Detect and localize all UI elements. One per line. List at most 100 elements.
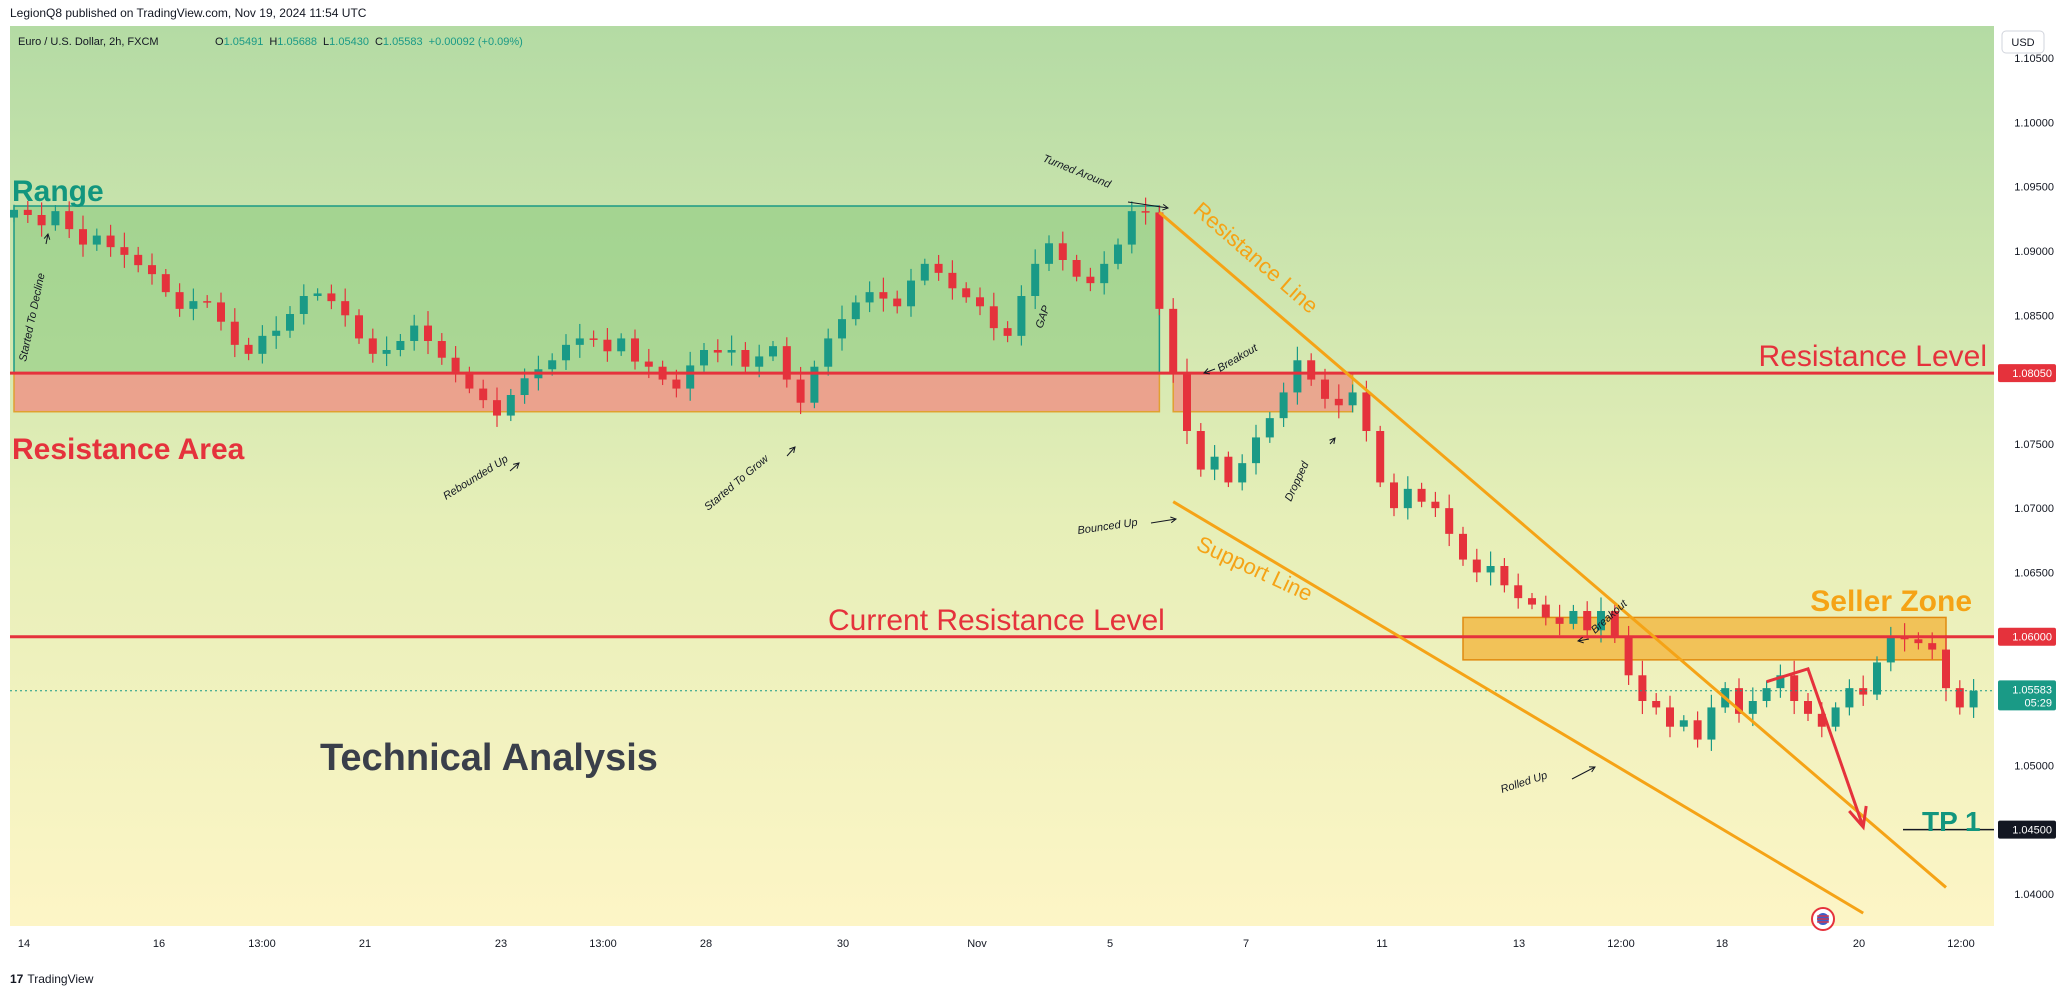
breakout-1-note-arrowhead	[1203, 368, 1211, 375]
candle-body	[1017, 296, 1026, 336]
candle-body	[672, 379, 681, 389]
candle-body	[1514, 585, 1523, 599]
candle-body	[1790, 675, 1799, 701]
candle-body	[1252, 437, 1260, 464]
candle-body	[341, 301, 350, 316]
candle-body	[1969, 690, 1978, 708]
candle-body	[23, 209, 32, 215]
candle-body	[203, 301, 212, 303]
time-tick-label: 21	[359, 938, 371, 950]
started-to-grow-note-arrow	[786, 446, 796, 457]
candle-body	[1362, 392, 1371, 431]
resistance-area-label: Resistance Area	[12, 433, 245, 466]
candle-body	[1403, 488, 1412, 509]
price-tick-label: 1.09000	[2014, 246, 2054, 258]
time-tick-label: 23	[495, 938, 507, 950]
candle-body	[962, 288, 971, 298]
candle-body	[1376, 431, 1385, 483]
tradingview-brand: TradingView	[27, 972, 94, 986]
candle-body	[1942, 649, 1950, 689]
price-tick-label: 1.07500	[2014, 439, 2054, 451]
tradingview-footer[interactable]: 17 TradingView	[10, 968, 93, 990]
candle-body	[879, 292, 888, 299]
candle-body	[1472, 559, 1481, 573]
candle-body	[1348, 392, 1357, 406]
price-tag-value: 1.08050	[2012, 368, 2052, 380]
price-tag-value: 1.06000	[2012, 632, 2052, 644]
time-tick-label: Nov	[967, 938, 987, 950]
candle-body	[1955, 688, 1964, 708]
candle-body	[1776, 675, 1785, 689]
price-tick-label: 1.05000	[2014, 760, 2054, 772]
candle-body	[327, 293, 336, 302]
price-axis[interactable]: 1.10500 1.10000 1.09500 1.09000 1.08500 1.075…	[1998, 53, 2056, 901]
candle-body	[727, 350, 736, 353]
low-value: 1.05430	[329, 36, 369, 48]
candle-body	[1914, 639, 1923, 644]
candle-body	[1031, 263, 1040, 296]
bounced-up-note-arrow	[1150, 518, 1177, 524]
currency-button[interactable]: USD	[2001, 30, 2045, 54]
time-axis[interactable]: 14 16 13:00 21 23 13:00 28 30 Nov 5 7 11 13 12:00 18 20…	[18, 938, 1975, 950]
time-tick-label: 28	[700, 938, 712, 950]
seller-zone-box	[1462, 616, 1947, 661]
candle-body	[134, 254, 143, 266]
candle-body	[1735, 688, 1743, 714]
support-trendline	[1172, 500, 1864, 915]
price-chart[interactable]: Range Resistance Area Resistance Level Curr…	[10, 26, 2059, 966]
price-tick-label: 1.10000	[2014, 117, 2054, 129]
candle-body	[1072, 260, 1081, 277]
candle-body	[1003, 328, 1012, 336]
candle-body	[976, 297, 984, 307]
price-tag-box	[1998, 627, 2056, 646]
started-to-grow-note-arrowhead	[789, 446, 796, 453]
price-tick-label: 1.10500	[2014, 53, 2054, 65]
candle-body	[1390, 482, 1398, 509]
candle-body	[230, 321, 239, 345]
candle-body	[1541, 604, 1550, 618]
candle-body	[713, 350, 722, 353]
candle-body	[1707, 707, 1716, 740]
candle-body	[368, 338, 377, 354]
candle-body	[1859, 688, 1868, 695]
candle-body	[437, 341, 446, 358]
candle-body	[1528, 598, 1536, 605]
candle-body	[520, 378, 529, 395]
price-tick-label: 1.04000	[2014, 889, 2054, 901]
tp1-label: TP 1	[1922, 806, 1981, 837]
candle-body	[575, 338, 584, 345]
breakout-1-note-arrow	[1203, 368, 1216, 374]
open-label: O	[215, 36, 224, 48]
candle-body	[1321, 379, 1329, 399]
rebounded-up-note-arrowhead	[513, 462, 520, 469]
candle-body	[451, 357, 460, 372]
candle-body	[79, 229, 87, 245]
time-tick-label: 13:00	[589, 938, 617, 950]
candle-body	[92, 235, 101, 245]
candle-body	[1334, 398, 1343, 406]
symbol-name: Euro / U.S. Dollar, 2h, FXCM	[18, 36, 159, 48]
price-tag-box	[1998, 680, 2056, 711]
candle-body	[396, 341, 405, 350]
technical-analysis-title: Technical Analysis	[320, 737, 658, 779]
candle-body	[907, 280, 915, 307]
candle-body	[1045, 243, 1053, 264]
candle-body	[1307, 360, 1316, 380]
range-box	[13, 205, 1161, 374]
candle-body	[1210, 456, 1219, 470]
flag-icon	[1811, 907, 1835, 931]
dropped-note-arrowhead	[1329, 437, 1336, 444]
candle-body	[1169, 308, 1178, 374]
high-label: H	[269, 36, 277, 48]
candle-body	[1762, 688, 1771, 701]
range-label: Range	[12, 175, 104, 208]
candle-body	[1417, 488, 1426, 502]
breakout-2-note-arrowhead	[1576, 636, 1584, 644]
close-value: 1.05583	[383, 36, 423, 48]
candle-body	[1293, 360, 1302, 393]
candle-body	[548, 360, 557, 370]
candle-body	[1155, 212, 1164, 309]
candle-body	[1583, 611, 1592, 631]
resistance-trendline	[1158, 211, 1947, 889]
candle-body	[989, 306, 998, 329]
